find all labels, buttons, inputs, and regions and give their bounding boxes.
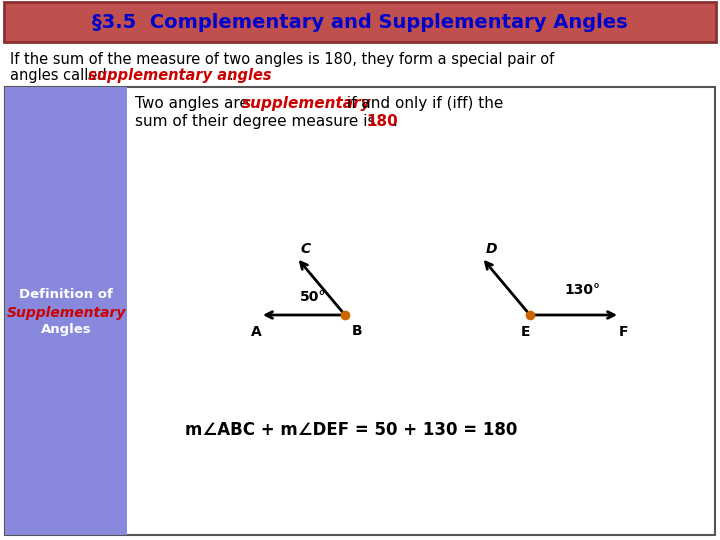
Text: 50°: 50° <box>300 290 326 304</box>
Bar <box>4 2 716 42</box>
Text: m∠ABC + m∠DEF = 50 + 130 = 180: m∠ABC + m∠DEF = 50 + 130 = 180 <box>185 421 518 439</box>
Text: 180: 180 <box>366 114 397 129</box>
Text: Angles: Angles <box>41 323 91 336</box>
Text: F: F <box>619 325 629 339</box>
Text: C: C <box>301 241 311 255</box>
Text: .: . <box>228 68 233 83</box>
Text: supplementary angles: supplementary angles <box>88 68 271 83</box>
Text: sum of their degree measure is: sum of their degree measure is <box>135 114 380 129</box>
Text: Two angles are: Two angles are <box>135 96 253 111</box>
Text: .: . <box>392 114 397 129</box>
Text: if and only if (iff) the: if and only if (iff) the <box>342 96 503 111</box>
Text: If the sum of the measure of two angles is 180, they form a special pair of: If the sum of the measure of two angles … <box>10 52 554 67</box>
Text: Definition of: Definition of <box>19 288 113 301</box>
Text: E: E <box>521 325 530 339</box>
Text: D: D <box>486 241 498 255</box>
Text: B: B <box>352 324 363 338</box>
Text: 130°: 130° <box>564 283 600 297</box>
Text: angles called: angles called <box>10 68 112 83</box>
Bar <box>5 87 715 535</box>
Text: §3.5  Complementary and Supplementary Angles: §3.5 Complementary and Supplementary Ang… <box>92 12 628 31</box>
Text: A: A <box>251 325 261 339</box>
Text: supplementary: supplementary <box>242 96 372 111</box>
Text: Supplementary: Supplementary <box>6 306 126 320</box>
Bar <box>5 87 127 535</box>
